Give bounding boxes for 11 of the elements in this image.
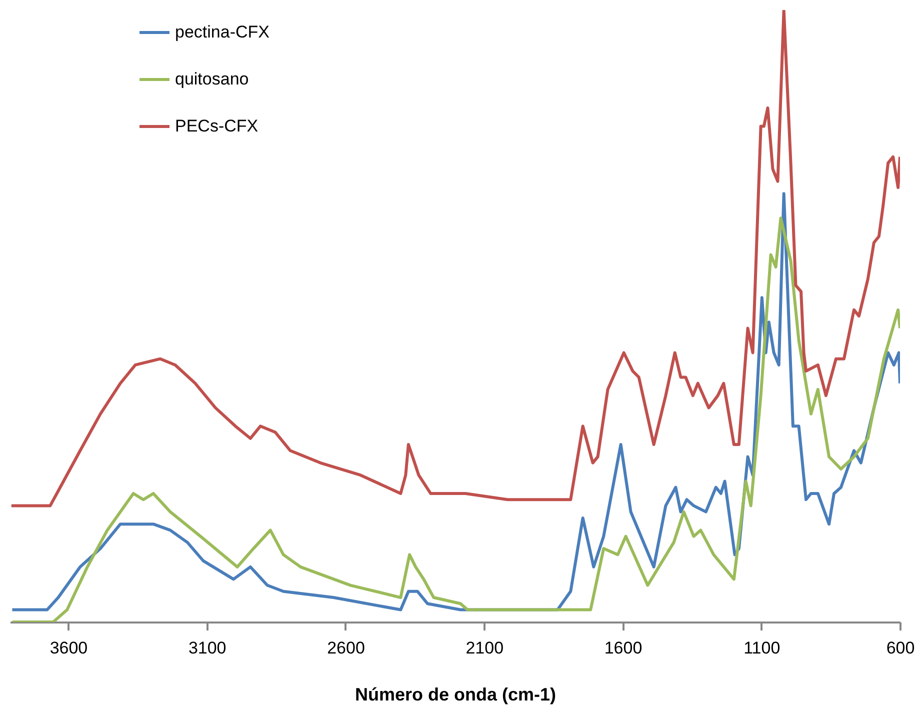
x-tick-label: 600 [886,638,915,658]
x-tick-label: 1100 [744,638,780,658]
legend-label: quitosano [175,70,249,88]
legend-label: pectina-CFX [175,22,270,42]
x-tick-label: 3600 [50,638,88,658]
x-axis-title: Número de onda (cm-1) [354,684,556,704]
x-tick-label: 2600 [327,638,365,658]
legend-label: PECs-CFX [175,116,258,136]
x-tick-label: 3100 [188,638,226,658]
x-tick-label: 2100 [466,638,504,658]
x-tick-label: 1600 [604,638,642,658]
